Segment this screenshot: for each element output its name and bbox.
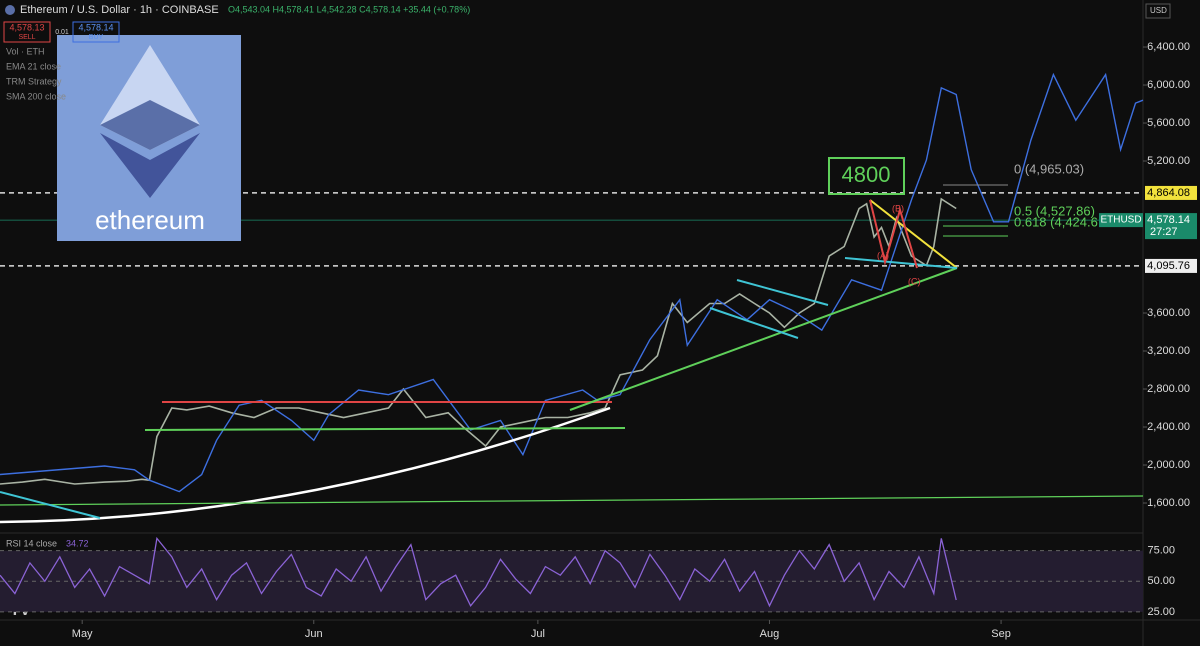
drawings (0, 184, 1144, 524)
indicator-label: Vol · ETH (6, 46, 45, 56)
rsi-line (0, 536, 957, 608)
price-tag (1145, 258, 1197, 273)
x-tick-label: Jun (305, 628, 323, 640)
y-tick-label: 5,600.00 (1147, 117, 1190, 129)
wedge-bottom (844, 257, 958, 269)
rsi-tick-label: 25.00 (1147, 606, 1175, 618)
y-tick-label: 6,000.00 (1147, 79, 1190, 91)
target-label: 4800 (842, 162, 891, 187)
buy-label: BUY (89, 34, 104, 41)
rsi-value: 34.72 (66, 538, 89, 548)
currency: USD (1150, 6, 1167, 15)
price-tag-label: 4,864.08 (1147, 187, 1190, 199)
x-tick-label: Aug (760, 628, 780, 640)
logo-bottom (100, 133, 200, 198)
series-line (0, 197, 957, 485)
support-line (144, 427, 626, 431)
price-tag (1145, 185, 1197, 200)
y-tick-label: 3,200.00 (1147, 345, 1190, 357)
wave-label: (B) (892, 203, 904, 213)
buy-button[interactable] (72, 21, 120, 43)
fib-label: 0.5 (4,527.86) (1014, 203, 1095, 218)
rsi-tick-label: 50.00 (1147, 575, 1175, 587)
y-tick-label: 2,000.00 (1147, 459, 1190, 471)
wave-label: (A) (877, 250, 889, 260)
sell-price: 4,578.13 (9, 22, 44, 32)
y-tick-label: 1,600.00 (1147, 497, 1190, 509)
logo-mid (100, 100, 200, 150)
y-tick-label: 5,200.00 (1147, 155, 1190, 167)
wave-label: (C) (908, 276, 921, 286)
indicator-label: EMA 21 close (6, 61, 61, 71)
x-tick-label: Sep (991, 628, 1011, 640)
spread: 0.01 (55, 29, 69, 36)
indicator-label: SMA 200 close (6, 91, 66, 101)
symbol-tag (1099, 213, 1143, 228)
y-tick-label: 2,800.00 (1147, 383, 1190, 395)
ohlc: O4,543.04 H4,578.41 L4,542.28 C4,578.14 … (228, 4, 470, 14)
trend-line (569, 267, 958, 411)
rsi-tick-label: 75.00 (1147, 545, 1175, 557)
abc-path (869, 199, 918, 269)
currency-box[interactable] (1145, 3, 1171, 19)
symbol-tag-label: ETHUSD (1100, 215, 1141, 226)
symbol-icon (5, 5, 15, 15)
x-tick-label: Jul (531, 628, 545, 640)
channel-top (736, 279, 829, 306)
symbol-title[interactable]: Ethereum / U.S. Dollar · 1h · COINBASE (20, 4, 219, 16)
fib-label: 0.618 (4,424.6 (1014, 214, 1098, 229)
channel-bottom (709, 307, 799, 339)
y-tick-label: 2,400.00 (1147, 421, 1190, 433)
buy-price: 4,578.14 (78, 22, 113, 32)
channel-line (0, 491, 101, 519)
indicator-label: TRM Strategy (6, 76, 62, 86)
wedge-top (869, 199, 958, 269)
curve (0, 406, 611, 524)
logo-text: ethereum (95, 205, 205, 235)
countdown: 27:27 (1150, 226, 1178, 238)
y-tick-label: 6,400.00 (1147, 41, 1190, 53)
fib-label: 0 (4,965.03) (1014, 161, 1084, 176)
rsi-name: RSI 14 close (6, 538, 57, 548)
last-price-label: 4,578.14 (1147, 214, 1190, 226)
price-tag-label: 4,095.76 (1147, 260, 1190, 272)
last-price-tag (1145, 213, 1197, 240)
sell-label: SELL (18, 34, 35, 41)
x-tick-label: May (72, 628, 93, 640)
long-line (0, 495, 1144, 506)
y-tick-label: 3,600.00 (1147, 307, 1190, 319)
indicator-list: Vol · ETH EMA 21 close TRM Strategy SMA 200… (6, 46, 66, 101)
ethereum-logo: ethereum (57, 35, 241, 241)
sell-button[interactable] (3, 21, 51, 43)
target-box (828, 157, 905, 195)
